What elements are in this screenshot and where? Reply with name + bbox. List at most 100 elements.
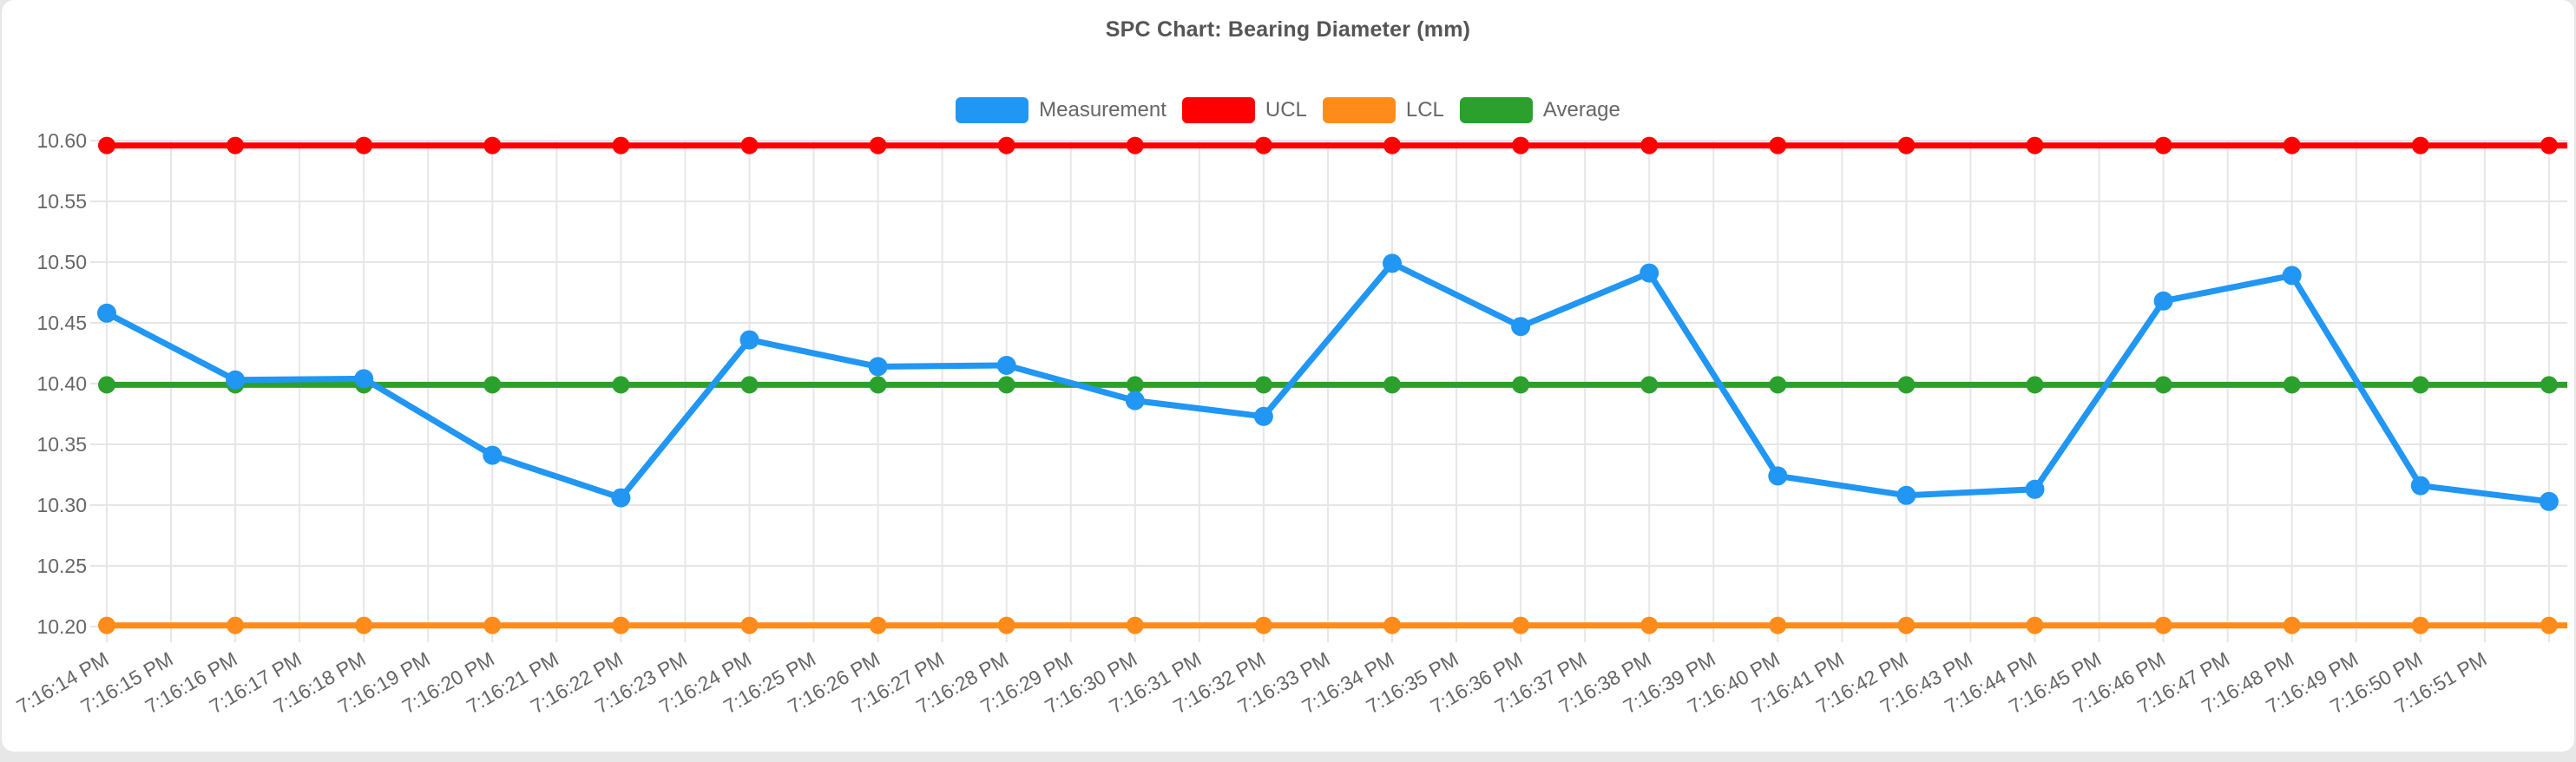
series-average-point[interactable]: [2283, 376, 2301, 394]
x-axis-labels: 7:16:14 PM7:16:15 PM7:16:16 PM7:16:17 PM…: [13, 647, 2491, 718]
y-axis-tick-label: 10.35: [36, 433, 87, 456]
series-lcl-point[interactable]: [227, 616, 245, 634]
series-measurement-point[interactable]: [1511, 317, 1531, 337]
series-measurement-point[interactable]: [1383, 253, 1402, 273]
series-measurement-point[interactable]: [1896, 485, 1916, 505]
series-average-point[interactable]: [2540, 376, 2558, 394]
series-ucl-point[interactable]: [2283, 136, 2301, 154]
series-measurement-point[interactable]: [996, 356, 1016, 375]
series-lcl-point[interactable]: [98, 616, 115, 634]
series-ucl-point[interactable]: [483, 136, 502, 154]
series-measurement-point[interactable]: [1125, 391, 1145, 411]
series-ucl-point[interactable]: [1769, 136, 1787, 154]
gridlines: [90, 140, 2567, 642]
series-ucl-point[interactable]: [355, 136, 373, 154]
series-ucl-point[interactable]: [997, 136, 1015, 154]
series-average-point[interactable]: [997, 376, 1015, 394]
series-ucl-point[interactable]: [1512, 136, 1530, 154]
y-axis-tick-label: 10.45: [36, 312, 87, 334]
series-ucl-point[interactable]: [2026, 136, 2044, 154]
series-measurement-point[interactable]: [611, 488, 631, 508]
series-ucl-point[interactable]: [1126, 136, 1144, 154]
series-ucl-point[interactable]: [1254, 136, 1272, 154]
series-average-point[interactable]: [1126, 376, 1144, 394]
series-lcl: [98, 616, 2567, 634]
legend-swatch-ucl: [1181, 97, 1255, 123]
series-lcl-point[interactable]: [355, 616, 373, 634]
series-ucl-point[interactable]: [612, 136, 630, 154]
series-measurement-point[interactable]: [2410, 476, 2430, 496]
legend-swatch-measurement: [956, 97, 1029, 123]
legend-item-measurement[interactable]: Measurement: [956, 97, 1166, 123]
y-axis-tick-label: 10.50: [36, 251, 87, 273]
series-measurement-point[interactable]: [2282, 266, 2302, 286]
series-ucl-point[interactable]: [1640, 136, 1659, 154]
series-lcl-point[interactable]: [2283, 616, 2301, 634]
series-lcl-point[interactable]: [997, 616, 1015, 634]
series-lcl-point[interactable]: [1383, 616, 1401, 634]
y-axis-tick-label: 10.55: [36, 190, 87, 213]
series-average: [98, 376, 2567, 394]
series-measurement-line: [103, 259, 2553, 505]
series-measurement-point[interactable]: [1768, 466, 1788, 486]
series-average-point[interactable]: [2411, 376, 2429, 394]
series-lcl-point[interactable]: [483, 616, 502, 634]
series-lcl-point[interactable]: [2154, 616, 2172, 634]
series-measurement-point[interactable]: [483, 445, 503, 465]
legend-label: Average: [1542, 98, 1620, 122]
legend-item-lcl[interactable]: LCL: [1322, 97, 1444, 123]
series-average-point[interactable]: [740, 376, 759, 394]
series-measurement-point[interactable]: [1253, 406, 1273, 426]
series-average-point[interactable]: [2026, 376, 2044, 394]
series-average-point[interactable]: [483, 376, 502, 394]
series-measurement-point[interactable]: [226, 370, 246, 390]
series-lcl-point[interactable]: [1769, 616, 1787, 634]
series-measurement-point[interactable]: [97, 303, 116, 323]
y-axis-tick-label: 10.60: [36, 129, 87, 152]
series-average-point[interactable]: [612, 376, 630, 394]
legend-item-average[interactable]: Average: [1459, 97, 1620, 123]
series-ucl-point[interactable]: [98, 136, 115, 154]
series-average-point[interactable]: [869, 376, 887, 394]
series-ucl-point[interactable]: [227, 136, 245, 154]
series-lcl-point[interactable]: [1126, 616, 1144, 634]
series-measurement-point[interactable]: [2025, 479, 2045, 499]
series-measurement-point[interactable]: [2539, 491, 2559, 511]
series-measurement-point[interactable]: [2153, 291, 2173, 311]
series-measurement-point[interactable]: [354, 369, 374, 389]
series-lcl-point[interactable]: [740, 616, 759, 634]
series-average-point[interactable]: [1640, 376, 1659, 394]
series-average-point[interactable]: [1254, 376, 1272, 394]
series-measurement-point[interactable]: [1640, 263, 1659, 283]
series-lcl-point[interactable]: [869, 616, 887, 634]
series-ucl-point[interactable]: [2540, 136, 2558, 154]
series-ucl-point[interactable]: [740, 136, 759, 154]
series-lcl-point[interactable]: [2411, 616, 2429, 634]
series-lcl-point[interactable]: [1254, 616, 1272, 634]
series-ucl-point[interactable]: [869, 136, 887, 154]
series-measurement-point[interactable]: [868, 357, 888, 377]
series-average-point[interactable]: [1512, 376, 1530, 394]
series-average-point[interactable]: [2154, 376, 2172, 394]
legend-swatch-lcl: [1322, 97, 1396, 123]
y-axis-labels: 10.60 10.55 10.50 10.45 10.40 10.35 10.30 10.25…: [36, 129, 87, 638]
series-lcl-point[interactable]: [2540, 616, 2558, 634]
series-average-point[interactable]: [1769, 376, 1787, 394]
series-average-point[interactable]: [1897, 376, 1916, 394]
series-ucl-point[interactable]: [2411, 136, 2429, 154]
series-ucl-point[interactable]: [1383, 136, 1401, 154]
legend-item-ucl[interactable]: UCL: [1181, 97, 1307, 123]
series-ucl-point[interactable]: [1897, 136, 1916, 154]
series-average-point[interactable]: [1383, 376, 1401, 394]
series-lcl-point[interactable]: [1640, 616, 1659, 634]
series-lcl-point[interactable]: [2026, 616, 2044, 634]
series-lcl-point[interactable]: [1512, 616, 1530, 634]
series-average-point[interactable]: [98, 376, 115, 394]
series-lcl-point[interactable]: [1897, 616, 1916, 634]
series-ucl-point[interactable]: [2154, 136, 2172, 154]
series-ucl: [98, 136, 2567, 154]
series-measurement-point[interactable]: [739, 330, 759, 350]
series-lcl-point[interactable]: [612, 616, 630, 634]
